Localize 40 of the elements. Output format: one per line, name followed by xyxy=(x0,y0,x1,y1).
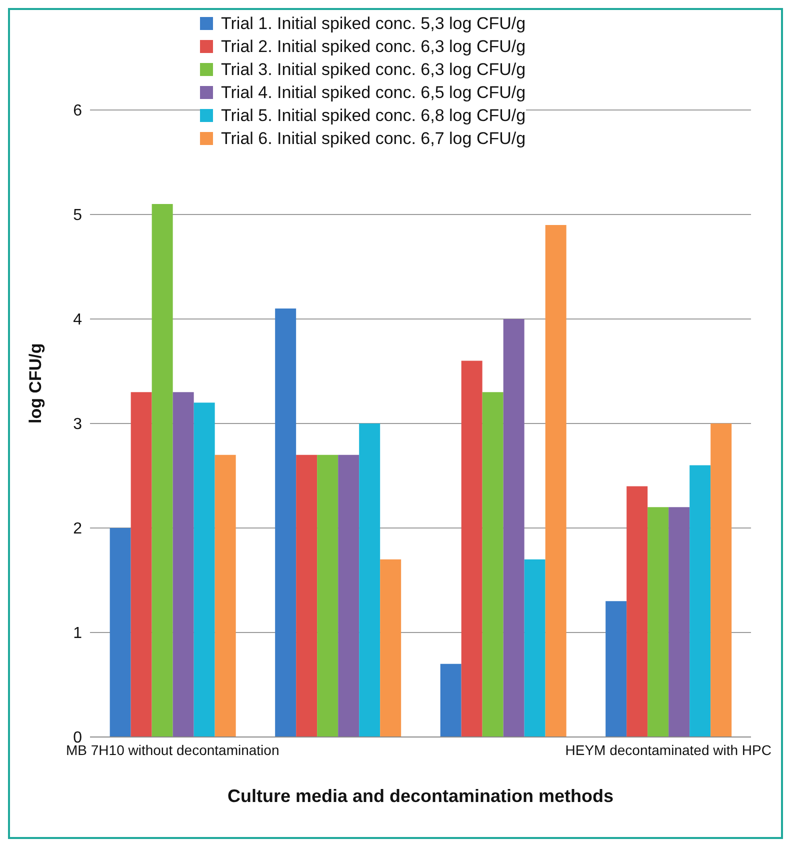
bar xyxy=(545,224,566,737)
bar xyxy=(440,664,462,737)
x-tick-label: HEYM decontaminated with HPC xyxy=(565,742,772,758)
bar xyxy=(380,559,402,737)
y-axis-title: log CFU/g xyxy=(26,343,46,424)
bar xyxy=(668,507,690,737)
legend-label: Trial 1. Initial spiked conc. 5,3 log CFU/g xyxy=(221,14,526,34)
bar xyxy=(626,486,648,737)
legend-label: Trial 4. Initial spiked conc. 6,5 log CFU/g xyxy=(221,82,526,102)
bar xyxy=(214,454,236,737)
bar xyxy=(606,601,627,737)
bar xyxy=(194,402,215,737)
bar xyxy=(690,465,711,737)
x-tick-label: MB 7H10 without decontamination xyxy=(66,742,280,758)
bar xyxy=(275,308,296,737)
bar xyxy=(648,507,669,737)
bar xyxy=(710,424,732,737)
legend-label: Trial 2. Initial spiked conc. 6,3 log CFU/g xyxy=(221,36,526,56)
y-tick-label: 6 xyxy=(73,102,82,120)
bar xyxy=(130,392,152,737)
y-tick-label: 4 xyxy=(73,312,82,329)
y-tick-label: 1 xyxy=(73,625,82,642)
y-tick-label: 3 xyxy=(73,416,82,434)
y-tick-label: 5 xyxy=(73,207,82,224)
legend-label: Trial 3. Initial spiked conc. 6,3 log CFU/g xyxy=(221,60,526,80)
bar xyxy=(461,360,482,737)
bar xyxy=(524,559,546,737)
bar xyxy=(296,454,318,737)
legend-label: Trial 6. Initial spiked conc. 6,7 log CFU/g xyxy=(221,128,526,148)
bar xyxy=(152,204,173,737)
y-tick-label: 2 xyxy=(73,520,82,538)
x-axis-title: Culture media and decontamination methods xyxy=(227,786,614,806)
legend-label: Trial 5. Initial spiked conc. 6,8 log CFU/g xyxy=(221,106,526,126)
bar xyxy=(110,528,131,737)
bar xyxy=(359,424,380,737)
bar xyxy=(317,454,338,737)
bar xyxy=(172,392,194,737)
bar xyxy=(482,392,504,737)
bar xyxy=(503,319,524,737)
bar xyxy=(338,454,360,737)
